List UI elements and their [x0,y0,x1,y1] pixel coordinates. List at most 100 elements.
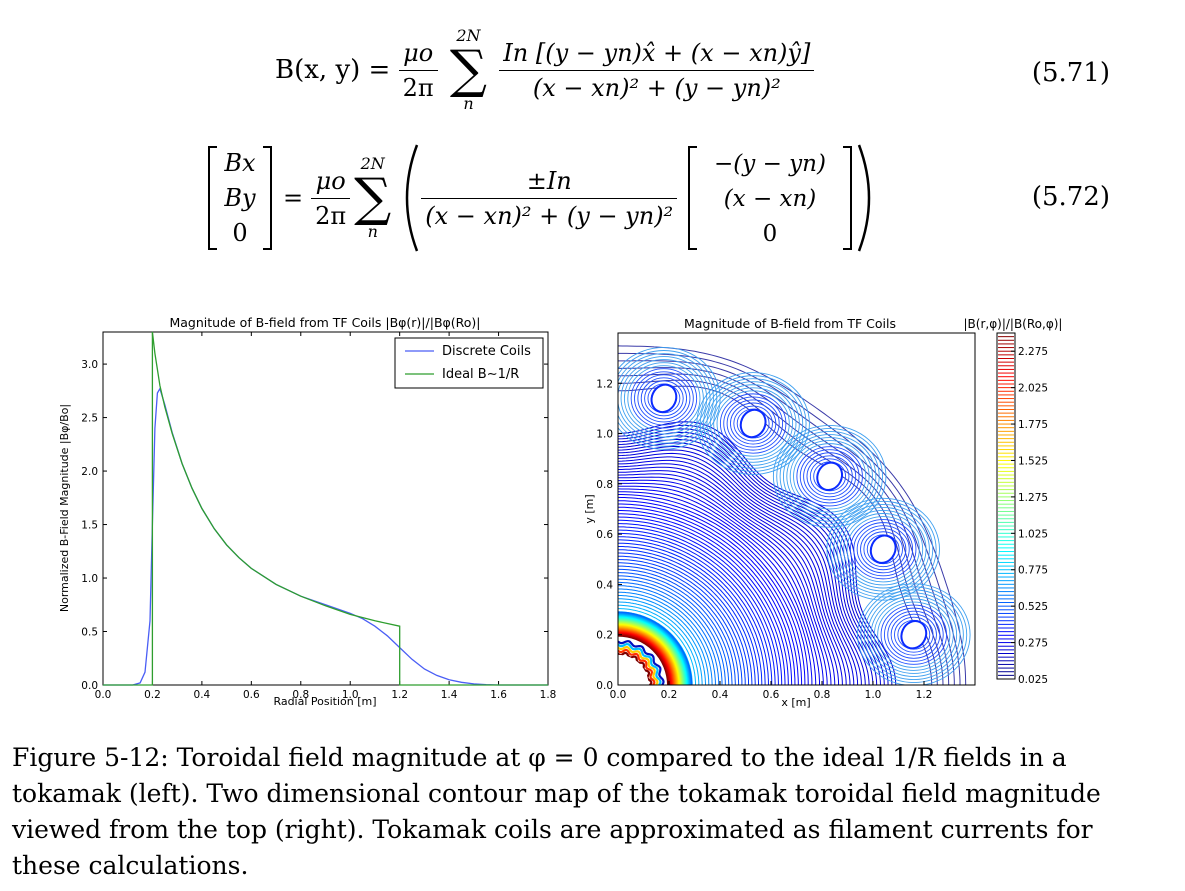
x-tick-label: 0.0 [95,689,112,701]
y-tick-label: 0.0 [81,680,98,692]
contour-line [618,585,720,685]
x-tick-label: 0.0 [610,689,627,701]
eq1-coefficient: μo 2π [398,39,438,102]
inner-coil-contour [618,642,662,685]
coil-contour [843,513,924,586]
y-tick-label: 0.2 [596,630,613,642]
colorbar-tick-label: 1.025 [1018,528,1048,540]
contour-line [618,591,713,685]
eq2-lhs-vector: Bx By 0 [208,146,272,250]
core-contour [618,631,672,685]
core-contour [618,622,682,685]
core-contour [618,620,684,685]
coil-contour [786,437,873,516]
coil-hole [900,620,928,650]
eq2-right-paren [858,144,871,252]
coil-contour [829,500,937,598]
contour-line [618,510,796,685]
coil-contour [873,598,954,671]
core-contour [618,635,669,685]
core-contour [618,615,689,685]
contour-line [618,604,700,685]
x-tick-label: 0.6 [243,689,260,701]
coil-contour [713,387,794,460]
coil-contour [894,616,934,653]
eq1-summation: 2N ∑ n [449,26,488,113]
coil-contour [863,589,964,681]
inner-coil-contour [618,648,656,685]
eq2-by: By [223,184,256,212]
core-contour [618,613,691,685]
coil-contour [877,601,951,668]
core-contour [618,628,676,685]
coil-contour [637,374,691,423]
x-tick-label: 1.4 [441,689,458,701]
legend-discrete-coils: Discrete Coils [442,344,531,359]
core-contour [618,633,671,685]
contour-line [618,500,806,685]
core-contour [618,629,675,685]
contour-line [618,496,809,685]
x-axis-label: Radial Position [m] [273,695,376,708]
coil-hole [739,408,767,439]
coil-contour [826,497,940,601]
equation-5-72: Bx By 0 = μo 2π 2N ∑ n ±In (x − xn)² + (… [0,142,1185,254]
coil-contour [630,368,698,429]
coil-contour [857,583,971,685]
contour-line [618,431,885,685]
core-contour [618,615,689,685]
eq2-summation: 2N ∑ n [354,154,392,241]
contour-line [618,466,847,685]
plot-area [102,331,549,686]
contour-line [618,488,820,685]
x-tick-label: 0.2 [661,689,678,701]
contour-line [618,470,843,685]
colorbar-title: |B(r,φ)|/|B(Ro,φ)| [964,317,1063,331]
coil-contour [719,393,787,454]
contour-line [618,494,813,685]
core-contour [618,618,686,685]
coil-contour [799,449,860,504]
x-tick-label: 1.6 [490,689,507,701]
coil-contour [833,503,934,595]
coil-contour [706,381,800,466]
figure-caption: Figure 5-12: Toroidal field magnitude at… [12,743,1101,880]
contour-line [618,482,828,685]
contour-line [618,476,836,685]
contour-line-outer [618,352,961,685]
core-contour [618,627,677,685]
core-contour [618,619,685,685]
coil-contour [836,506,930,592]
contour-line [618,575,730,685]
eq2-fraction: ±In (x − xn)² + (y − yn)² [421,167,678,230]
coil-contour [620,359,708,438]
core-contour [618,630,674,685]
coil-holes [618,347,971,685]
coil-contour [779,431,880,522]
core-contour [618,634,670,685]
x-tick-label: 1.0 [342,689,359,701]
coil-contour [716,390,790,457]
contour-line [618,572,733,685]
eq1-fraction: In [(y − yn)x̂ + (x − xn)ŷ] (x − xn)² + … [499,39,815,102]
contour-line [618,595,710,685]
core-contour [618,623,681,685]
legend: Discrete Coils Ideal B∼1/R [394,337,544,389]
colorbar-tick-label: 1.275 [1018,492,1048,504]
y-axis-label: Normalized B-Field Magnitude |Bφ/Bo| [58,404,71,612]
y-tick-label: 2.5 [81,413,98,425]
eq2-left-paren [406,144,419,252]
x-tick-label: 0.8 [292,689,309,701]
y-tick-label: 0.8 [596,479,613,491]
coil-contour [627,365,701,432]
y-tick-label: 1.0 [596,429,613,441]
coil-contour [776,427,884,525]
contour-line [618,435,881,685]
core-contour [618,612,692,685]
contour-line [618,562,743,685]
inner-white-region [618,654,649,685]
contour-line [618,539,766,685]
contour-line [618,581,723,685]
coil-contour [849,519,917,580]
coil-contour [699,375,807,472]
